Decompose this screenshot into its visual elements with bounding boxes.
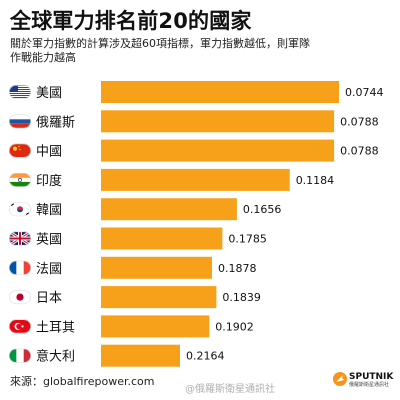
japan-flag-icon	[9, 290, 31, 305]
logo-name: SPUTNIK	[349, 372, 394, 382]
page-title: 全球軍力排名前20的國家	[10, 9, 252, 33]
category-label: 韓國	[36, 203, 62, 218]
bar	[101, 168, 290, 191]
value-label: 0.1878	[218, 262, 257, 275]
usa-flag-icon	[9, 85, 31, 99]
bar	[101, 81, 339, 103]
source-text: 來源：globalfirepower.com	[10, 375, 155, 388]
india-flag-icon	[9, 172, 31, 187]
bar	[101, 315, 210, 338]
category-label: 英國	[36, 233, 62, 248]
watermark-text: @俄羅斯衛星通訊社	[185, 384, 275, 395]
france-flag-icon	[9, 260, 31, 275]
bar	[101, 256, 212, 279]
logo-subtitle: 俄羅斯衛星通訊社	[349, 382, 390, 388]
sputnik-logo: SPUTNIK 俄羅斯衛星通訊社	[333, 372, 395, 392]
category-label: 土耳其	[36, 320, 75, 335]
uk-flag-icon	[9, 231, 31, 246]
value-label: 0.1902	[215, 320, 254, 333]
bar	[101, 344, 180, 367]
south-korea-flag-icon	[9, 202, 31, 217]
category-label: 日本	[36, 291, 62, 306]
value-label: 0.2164	[186, 350, 225, 363]
italy-flag-icon	[9, 348, 31, 363]
china-flag-icon	[9, 143, 31, 158]
bar	[101, 139, 335, 162]
value-label: 0.1839	[222, 291, 261, 304]
category-label: 中國	[36, 145, 62, 160]
value-label: 0.0788	[340, 145, 379, 158]
category-label: 意大利	[36, 349, 75, 365]
value-label: 0.0744	[345, 86, 384, 99]
sputnik-logo-icon	[333, 372, 347, 386]
bar	[101, 227, 223, 250]
subtitle: 關於軍力指數的計算涉及超60項指標，軍力指數越低，則軍隊作戰能力越高	[10, 37, 310, 64]
value-label: 0.1184	[296, 174, 335, 187]
bar	[101, 198, 237, 221]
value-label: 0.1785	[228, 233, 267, 246]
category-label: 美國	[36, 86, 62, 101]
turkey-flag-icon	[9, 319, 31, 334]
value-label: 0.1656	[243, 203, 282, 216]
bar	[101, 110, 335, 133]
value-label: 0.0788	[340, 115, 379, 128]
category-label: 法國	[36, 262, 62, 277]
category-label: 俄羅斯	[36, 115, 75, 130]
category-label: 印度	[36, 173, 62, 189]
bar	[101, 286, 217, 309]
russia-flag-icon	[9, 114, 31, 129]
